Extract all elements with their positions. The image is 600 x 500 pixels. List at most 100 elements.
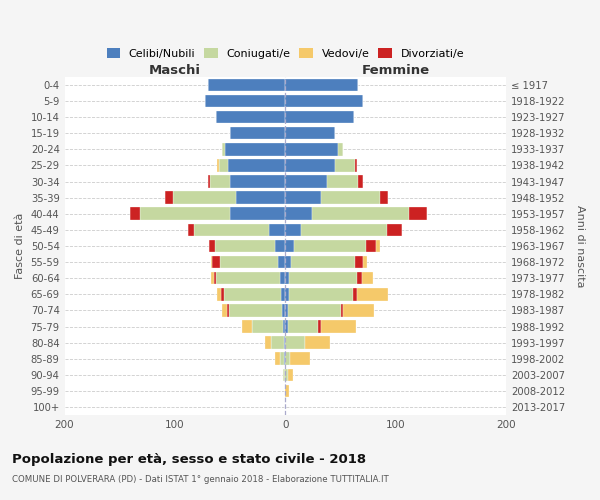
Bar <box>224 143 286 156</box>
Bar <box>286 304 287 316</box>
Bar <box>265 336 271 349</box>
Bar <box>291 256 355 268</box>
Bar <box>335 159 355 172</box>
Bar <box>280 352 284 365</box>
Text: Popolazione per età, sesso e stato civile - 2018: Popolazione per età, sesso e stato civil… <box>12 452 366 466</box>
Bar <box>286 111 354 124</box>
Bar <box>362 272 373 284</box>
Bar <box>287 304 341 316</box>
Bar <box>271 336 284 349</box>
Bar <box>230 127 286 140</box>
Bar <box>319 320 321 333</box>
Bar <box>286 384 289 398</box>
Bar <box>269 224 286 236</box>
Bar <box>286 272 289 284</box>
Bar <box>215 240 275 252</box>
Bar <box>216 272 280 284</box>
Bar <box>208 175 210 188</box>
Bar <box>286 320 287 333</box>
Bar <box>236 192 286 204</box>
Bar <box>229 304 282 316</box>
Bar <box>130 208 140 220</box>
Bar <box>223 143 224 156</box>
Bar <box>217 288 221 300</box>
Bar <box>211 272 214 284</box>
Bar <box>212 256 220 268</box>
Bar <box>278 256 286 268</box>
Bar <box>211 256 212 268</box>
Bar <box>286 240 294 252</box>
Bar <box>284 336 286 349</box>
Bar <box>286 256 291 268</box>
Bar <box>289 288 353 300</box>
Bar <box>214 272 216 284</box>
Bar <box>284 352 286 365</box>
Bar <box>286 192 321 204</box>
Bar <box>220 256 278 268</box>
Bar <box>208 78 286 91</box>
Bar <box>188 224 194 236</box>
Bar <box>216 111 286 124</box>
Text: Maschi: Maschi <box>149 64 201 77</box>
Bar <box>230 208 286 220</box>
Y-axis label: Fasce di età: Fasce di età <box>15 213 25 279</box>
Bar <box>286 175 328 188</box>
Bar <box>362 256 367 268</box>
Bar <box>227 304 229 316</box>
Bar <box>387 224 403 236</box>
Bar <box>380 192 388 204</box>
Bar <box>280 272 286 284</box>
Bar <box>223 304 227 316</box>
Bar <box>305 336 329 349</box>
Bar <box>283 320 286 333</box>
Bar <box>210 175 230 188</box>
Bar <box>321 320 356 333</box>
Legend: Celibi/Nubili, Coniugati/e, Vedovi/e, Divorziati/e: Celibi/Nubili, Coniugati/e, Vedovi/e, Di… <box>103 45 467 62</box>
Bar <box>230 175 286 188</box>
Bar <box>275 240 286 252</box>
Bar <box>228 159 286 172</box>
Bar <box>301 224 387 236</box>
Bar <box>286 208 312 220</box>
Bar <box>173 192 236 204</box>
Bar <box>338 143 343 156</box>
Bar <box>357 288 388 300</box>
Bar <box>242 320 252 333</box>
Bar <box>281 288 286 300</box>
Bar <box>252 320 283 333</box>
Bar <box>286 288 289 300</box>
Bar <box>224 288 281 300</box>
Bar <box>355 256 362 268</box>
Bar <box>358 175 362 188</box>
Bar <box>366 240 376 252</box>
Bar <box>209 240 215 252</box>
Bar <box>286 336 305 349</box>
Bar <box>286 352 290 365</box>
Bar <box>343 304 374 316</box>
Text: Femmine: Femmine <box>362 64 430 77</box>
Bar <box>312 208 409 220</box>
Bar <box>275 352 280 365</box>
Bar <box>282 304 286 316</box>
Bar <box>217 159 219 172</box>
Bar <box>140 208 230 220</box>
Bar <box>328 175 358 188</box>
Bar <box>286 224 301 236</box>
Bar <box>287 368 293 381</box>
Bar <box>286 94 362 107</box>
Bar <box>355 159 357 172</box>
Bar <box>357 272 362 284</box>
Bar <box>341 304 343 316</box>
Bar <box>289 272 357 284</box>
Y-axis label: Anni di nascita: Anni di nascita <box>575 204 585 287</box>
Bar <box>294 240 366 252</box>
Bar <box>286 368 287 381</box>
Text: COMUNE DI POLVERARA (PD) - Dati ISTAT 1° gennaio 2018 - Elaborazione TUTTITALIA.: COMUNE DI POLVERARA (PD) - Dati ISTAT 1°… <box>12 475 389 484</box>
Bar <box>376 240 380 252</box>
Bar <box>165 192 173 204</box>
Bar <box>205 94 286 107</box>
Bar <box>221 288 224 300</box>
Bar <box>286 143 338 156</box>
Bar <box>287 320 319 333</box>
Bar <box>286 78 358 91</box>
